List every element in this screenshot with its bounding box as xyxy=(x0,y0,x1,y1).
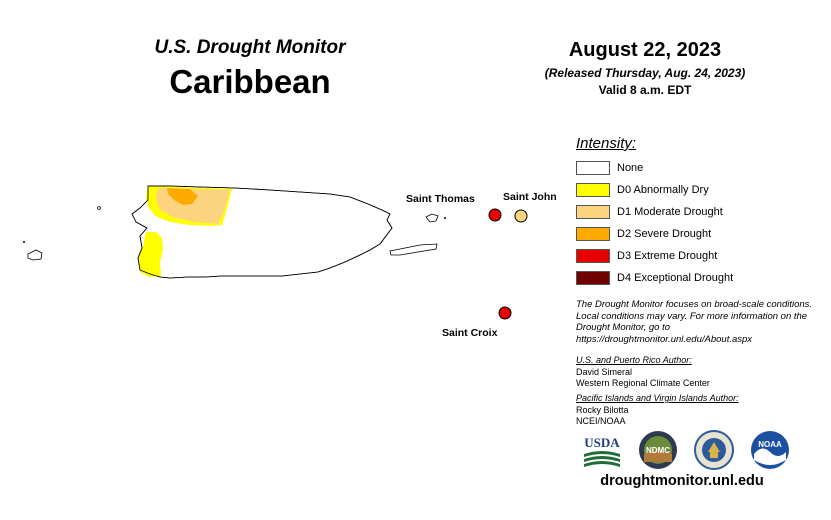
valid-time: Valid 8 a.m. EDT xyxy=(598,83,692,97)
legend-label: D0 Abnormally Dry xyxy=(617,184,709,196)
saint-croix-label: Saint Croix xyxy=(442,327,498,339)
monito-island xyxy=(23,241,25,243)
desecheo-island xyxy=(97,206,101,210)
caribbean-map xyxy=(23,185,528,320)
usda-logo: USDA xyxy=(584,435,620,467)
legend-label: D2 Severe Drought xyxy=(617,228,712,240)
pr-author-heading: U.S. and Puerto Rico Author: xyxy=(576,355,692,365)
d0-area-southwest xyxy=(139,232,163,277)
saint-croix-marker xyxy=(498,306,512,320)
noaa-logo: NOAA xyxy=(751,431,789,469)
d2-area xyxy=(167,188,198,205)
legend-swatch xyxy=(576,227,610,241)
legend-item-d0: D0 Abnormally Dry xyxy=(576,182,709,198)
pi-author-org: NCEI/NOAA xyxy=(576,416,626,426)
legend-label: None xyxy=(617,162,644,174)
pi-author-heading: Pacific Islands and Virgin Islands Autho… xyxy=(576,393,739,403)
legend-swatch xyxy=(576,271,610,285)
culebra-island xyxy=(425,213,439,223)
map-region: Caribbean xyxy=(169,63,331,100)
legend-item-none: None xyxy=(576,160,643,176)
puerto-rico-border xyxy=(131,185,393,279)
ndmc-logo: NDMC xyxy=(639,431,677,469)
legend-title: Intensity: xyxy=(576,135,637,152)
legend-swatch xyxy=(576,183,610,197)
legend-label: D3 Extreme Drought xyxy=(617,250,718,262)
usda-logo-text: USDA xyxy=(584,435,620,450)
pi-author-name: Rocky Bilotta xyxy=(576,405,629,415)
release-date: (Released Thursday, Aug. 24, 2023) xyxy=(544,66,746,80)
legend-item-d3: D3 Extreme Drought xyxy=(576,248,717,264)
legend-swatch xyxy=(576,249,610,263)
legend-label: D1 Moderate Drought xyxy=(617,206,723,218)
website-url[interactable]: droughtmonitor.unl.edu xyxy=(600,473,764,489)
legend-item-d1: D1 Moderate Drought xyxy=(576,204,723,220)
pr-author-name: David Simeral xyxy=(576,367,633,377)
saint-thomas-marker xyxy=(488,208,502,222)
mona-island xyxy=(27,249,43,261)
valid-date: August 22, 2023 xyxy=(568,39,722,61)
legend-label: D4 Exceptional Drought xyxy=(617,272,734,284)
saint-john-label: Saint John xyxy=(503,191,557,203)
vieques-island xyxy=(389,243,438,256)
map-title: U.S. Drought Monitor xyxy=(154,37,346,58)
saint-thomas-label: Saint Thomas xyxy=(406,193,475,205)
cayo-islet xyxy=(444,217,446,219)
saint-john-marker xyxy=(514,209,528,223)
department-of-commerce-logo xyxy=(694,430,734,470)
legend-swatch xyxy=(576,161,610,175)
pr-author-org: Western Regional Climate Center xyxy=(576,378,710,388)
ndmc-logo-text: NDMC xyxy=(646,446,670,455)
legend-item-d4: D4 Exceptional Drought xyxy=(576,270,733,286)
legend-swatch xyxy=(576,205,610,219)
disclaimer-note: The Drought Monitor focuses on broad-sca… xyxy=(576,299,813,345)
legend-item-d2: D2 Severe Drought xyxy=(576,226,711,242)
noaa-logo-text: NOAA xyxy=(758,440,782,449)
